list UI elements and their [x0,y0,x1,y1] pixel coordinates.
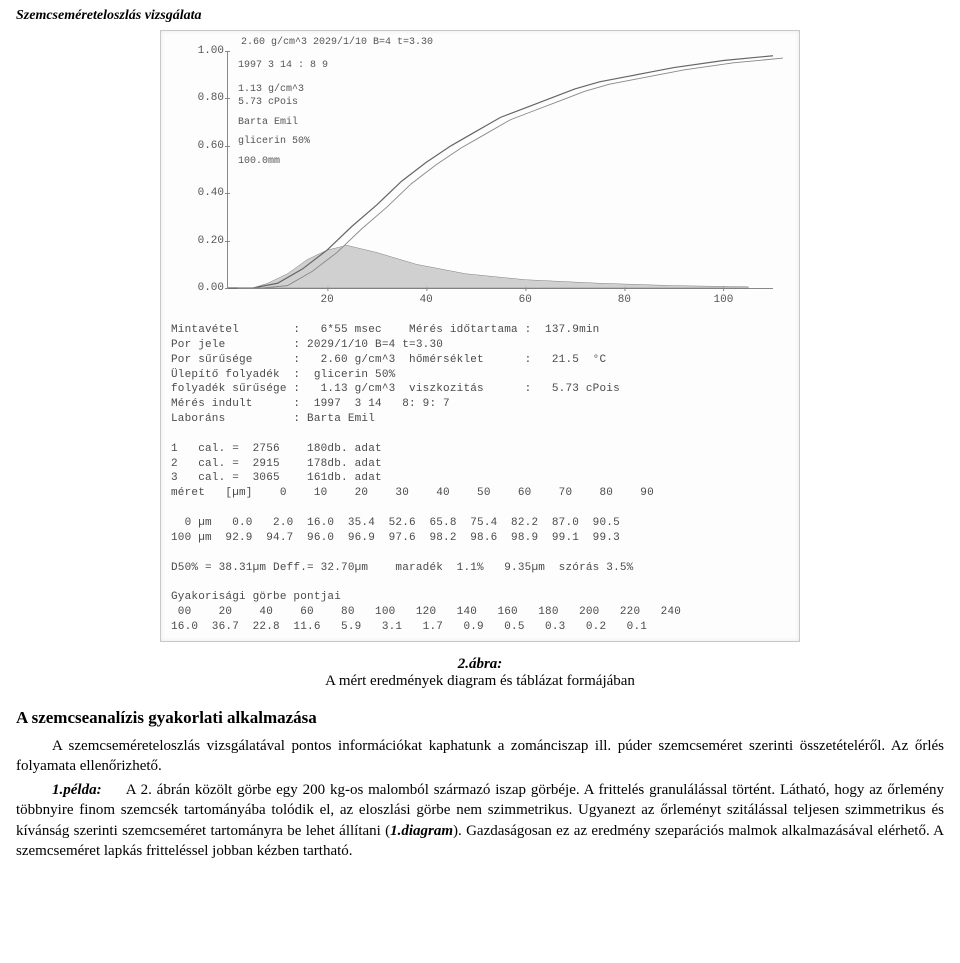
measurement-data-text: Mintavétel : 6*55 msec Mérés időtartama … [167,317,793,637]
example-label: 1.példa: [52,782,102,798]
figure-block: 2.60 g/cm^3 2029/1/10 B=4 t=3.30 0.000.2… [160,30,800,642]
legend-line: 5.73 cPois [238,96,328,110]
chart-legend: 1997 3 14 : 8 9 1.13 g/cm^3 5.73 cPois B… [238,59,328,168]
legend-line: 1997 3 14 : 8 9 [238,59,328,73]
section-title: A szemcseanalízis gyakorlati alkalmazása [16,708,944,728]
x-tick: 60 [519,294,532,306]
y-tick: 0.20 [184,235,224,247]
page-title: Szemcseméreteloszlás vizsgálata [16,8,944,24]
y-tick: 0.40 [184,187,224,199]
x-tick: 40 [420,294,433,306]
y-tick: 0.00 [184,282,224,294]
legend-line: Barta Emil [238,116,328,130]
x-tick: 80 [618,294,631,306]
scanned-figure: 2.60 g/cm^3 2029/1/10 B=4 t=3.30 0.000.2… [160,30,800,642]
y-tick: 0.60 [184,140,224,152]
caption-label: 2.ábra: [458,656,503,672]
body-paragraph-1: A szemcseméreteloszlás vizsgálatával pon… [16,736,944,777]
legend-line: 1.13 g/cm^3 [238,83,328,97]
distribution-chart: 2.60 g/cm^3 2029/1/10 B=4 t=3.30 0.000.2… [167,37,793,317]
chart-plot-area: 0.000.200.400.600.801.00 20406080100 199… [227,51,773,289]
x-tick: 100 [714,294,734,306]
legend-line: 100.0mm [238,155,328,169]
y-tick: 1.00 [184,45,224,57]
caption-text: A mért eredmények diagram és táblázat fo… [325,673,635,689]
chart-top-annotation: 2.60 g/cm^3 2029/1/10 B=4 t=3.30 [241,37,433,48]
y-tick: 0.80 [184,92,224,104]
legend-line: glicerin 50% [238,135,328,149]
figure-caption: 2.ábra: A mért eredmények diagram és táb… [16,656,944,690]
body-paragraph-2: 1.példa: A 2. ábrán közölt görbe egy 200… [16,780,944,861]
diagram-ref: 1.diagram [390,823,453,839]
x-tick: 20 [320,294,333,306]
